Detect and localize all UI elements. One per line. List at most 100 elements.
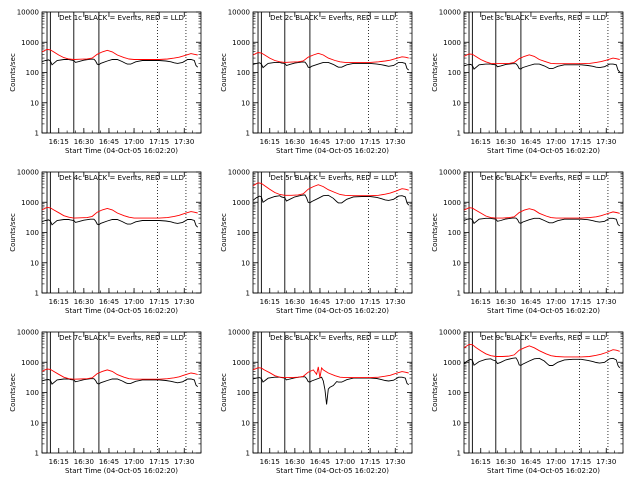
y-axis-label: Counts/sec [431, 373, 439, 412]
plot-frame [252, 171, 413, 294]
chart-panel-9: 1 10 100 1000 10000 16:15 16:30 16:45 17:00 17:15… [431, 329, 624, 475]
x-tick-label: 17:30 [174, 138, 194, 146]
series-events-line [42, 378, 199, 388]
y-tick-label: 10 [30, 99, 39, 107]
x-tick-label: 17:00 [546, 138, 566, 146]
x-tick-label: 16:15 [260, 138, 280, 146]
y-tick-label: 100 [237, 389, 250, 397]
series-lld-line [42, 206, 198, 219]
y-tick-label: 10000 [228, 329, 250, 337]
series-lld-line [253, 366, 409, 379]
y-tick-label: 100 [448, 389, 461, 397]
plot-frame [41, 331, 202, 454]
series-events-line [253, 376, 409, 405]
chart-panel-1: 1 10 100 1000 10000 16:15 16:30 16:45 17:00 17:15… [9, 9, 202, 155]
x-tick-label: 16:30 [285, 298, 305, 306]
x-tick-label: 16:30 [496, 138, 516, 146]
x-tick-label: 17:30 [385, 298, 405, 306]
y-tick-label: 1000 [232, 199, 250, 207]
plot-frame [252, 11, 413, 134]
x-tick-label: 16:15 [49, 138, 69, 146]
y-tick-label: 10000 [228, 169, 250, 177]
y-tick-label: 1000 [443, 199, 461, 207]
plot-frame [463, 331, 624, 454]
x-tick-label: 17:15 [571, 138, 591, 146]
y-tick-label: 1000 [443, 359, 461, 367]
chart-title: Det 4c BLACK = Events, RED = LLD [59, 174, 184, 182]
y-tick-label: 10 [30, 419, 39, 427]
chart-panel-2: 1 10 100 1000 10000 16:15 16:30 16:45 17:00 17:15… [220, 9, 413, 155]
x-tick-label: 16:45 [521, 298, 541, 306]
y-axis-label: Counts/sec [431, 213, 439, 252]
chart-title: Det 1c BLACK = Events, RED = LLD [59, 14, 184, 22]
y-tick-label: 1000 [21, 199, 39, 207]
series-lld-line [464, 207, 620, 219]
y-tick-label: 10 [241, 99, 250, 107]
x-tick-label: 17:30 [596, 298, 616, 306]
chart-panel-5: 1 10 100 1000 10000 16:15 16:30 16:45 17:00 17:15… [220, 169, 413, 315]
y-tick-label: 1 [35, 130, 39, 138]
y-tick-label: 1000 [21, 359, 39, 367]
y-tick-label: 100 [448, 229, 461, 237]
series-lld-line [464, 53, 620, 65]
chart-title: Det 2c BLACK = Events, RED = LLD [270, 14, 395, 22]
y-tick-label: 100 [237, 229, 250, 237]
chart-title: Det 5r BLACK = Events, RED = LLD [271, 174, 395, 182]
y-tick-label: 100 [26, 69, 39, 77]
y-axis-label: Counts/sec [220, 213, 228, 252]
x-axis-label: Start Time (04-Oct-05 16:02:20) [65, 147, 178, 155]
x-tick-label: 16:15 [260, 298, 280, 306]
y-axis-label: Counts/sec [220, 53, 228, 92]
y-tick-label: 1 [246, 130, 250, 138]
series-lld-line [464, 343, 620, 358]
x-tick-label: 17:15 [571, 298, 591, 306]
x-tick-label: 16:30 [285, 138, 305, 146]
x-tick-label: 16:30 [496, 298, 516, 306]
plot-frame [463, 11, 624, 134]
x-tick-label: 17:15 [149, 298, 169, 306]
plot-frame [463, 171, 624, 294]
x-tick-label: 16:15 [260, 458, 280, 466]
x-tick-label: 17:15 [360, 298, 380, 306]
x-tick-label: 17:00 [124, 458, 144, 466]
y-tick-label: 100 [448, 69, 461, 77]
x-tick-label: 16:45 [310, 138, 330, 146]
x-tick-label: 16:45 [99, 458, 119, 466]
chart-panel-7: 1 10 100 1000 10000 16:15 16:30 16:45 17:00 17:15… [9, 329, 202, 475]
x-axis-label: Start Time (04-Oct-05 16:02:20) [487, 307, 600, 315]
x-axis-label: Start Time (04-Oct-05 16:02:20) [65, 467, 178, 475]
x-tick-label: 16:15 [471, 298, 491, 306]
y-tick-label: 10000 [228, 9, 250, 17]
y-tick-label: 1 [246, 450, 250, 458]
y-tick-label: 10000 [17, 329, 39, 337]
chart-panel-6: 1 10 100 1000 10000 16:15 16:30 16:45 17:00 17:15… [431, 169, 624, 315]
x-tick-label: 17:00 [124, 298, 144, 306]
x-tick-label: 17:15 [571, 458, 591, 466]
x-axis-label: Start Time (04-Oct-05 16:02:20) [65, 307, 178, 315]
y-tick-label: 100 [237, 69, 250, 77]
y-tick-label: 10000 [439, 9, 461, 17]
y-tick-label: 100 [26, 229, 39, 237]
y-tick-label: 10 [30, 259, 39, 267]
x-tick-label: 17:30 [596, 138, 616, 146]
chart-panel-3: 1 10 100 1000 10000 16:15 16:30 16:45 17:00 17:15… [431, 9, 624, 155]
plot-frame [41, 171, 202, 294]
x-tick-label: 16:45 [99, 138, 119, 146]
x-tick-label: 17:30 [174, 298, 194, 306]
y-tick-label: 1 [457, 450, 461, 458]
y-tick-label: 1000 [443, 39, 461, 47]
y-axis-label: Counts/sec [220, 373, 228, 412]
y-tick-label: 1 [35, 290, 39, 298]
y-tick-label: 10000 [17, 169, 39, 177]
x-tick-label: 16:15 [471, 458, 491, 466]
x-tick-label: 17:00 [335, 138, 355, 146]
y-tick-label: 1 [457, 130, 461, 138]
y-tick-label: 10 [452, 419, 461, 427]
x-tick-label: 16:45 [310, 298, 330, 306]
x-tick-label: 17:00 [546, 298, 566, 306]
x-tick-label: 16:30 [285, 458, 305, 466]
x-axis-label: Start Time (04-Oct-05 16:02:20) [487, 467, 600, 475]
chart-title: Det 3c BLACK = Events, RED = LLD [481, 14, 606, 22]
x-tick-label: 17:15 [149, 138, 169, 146]
